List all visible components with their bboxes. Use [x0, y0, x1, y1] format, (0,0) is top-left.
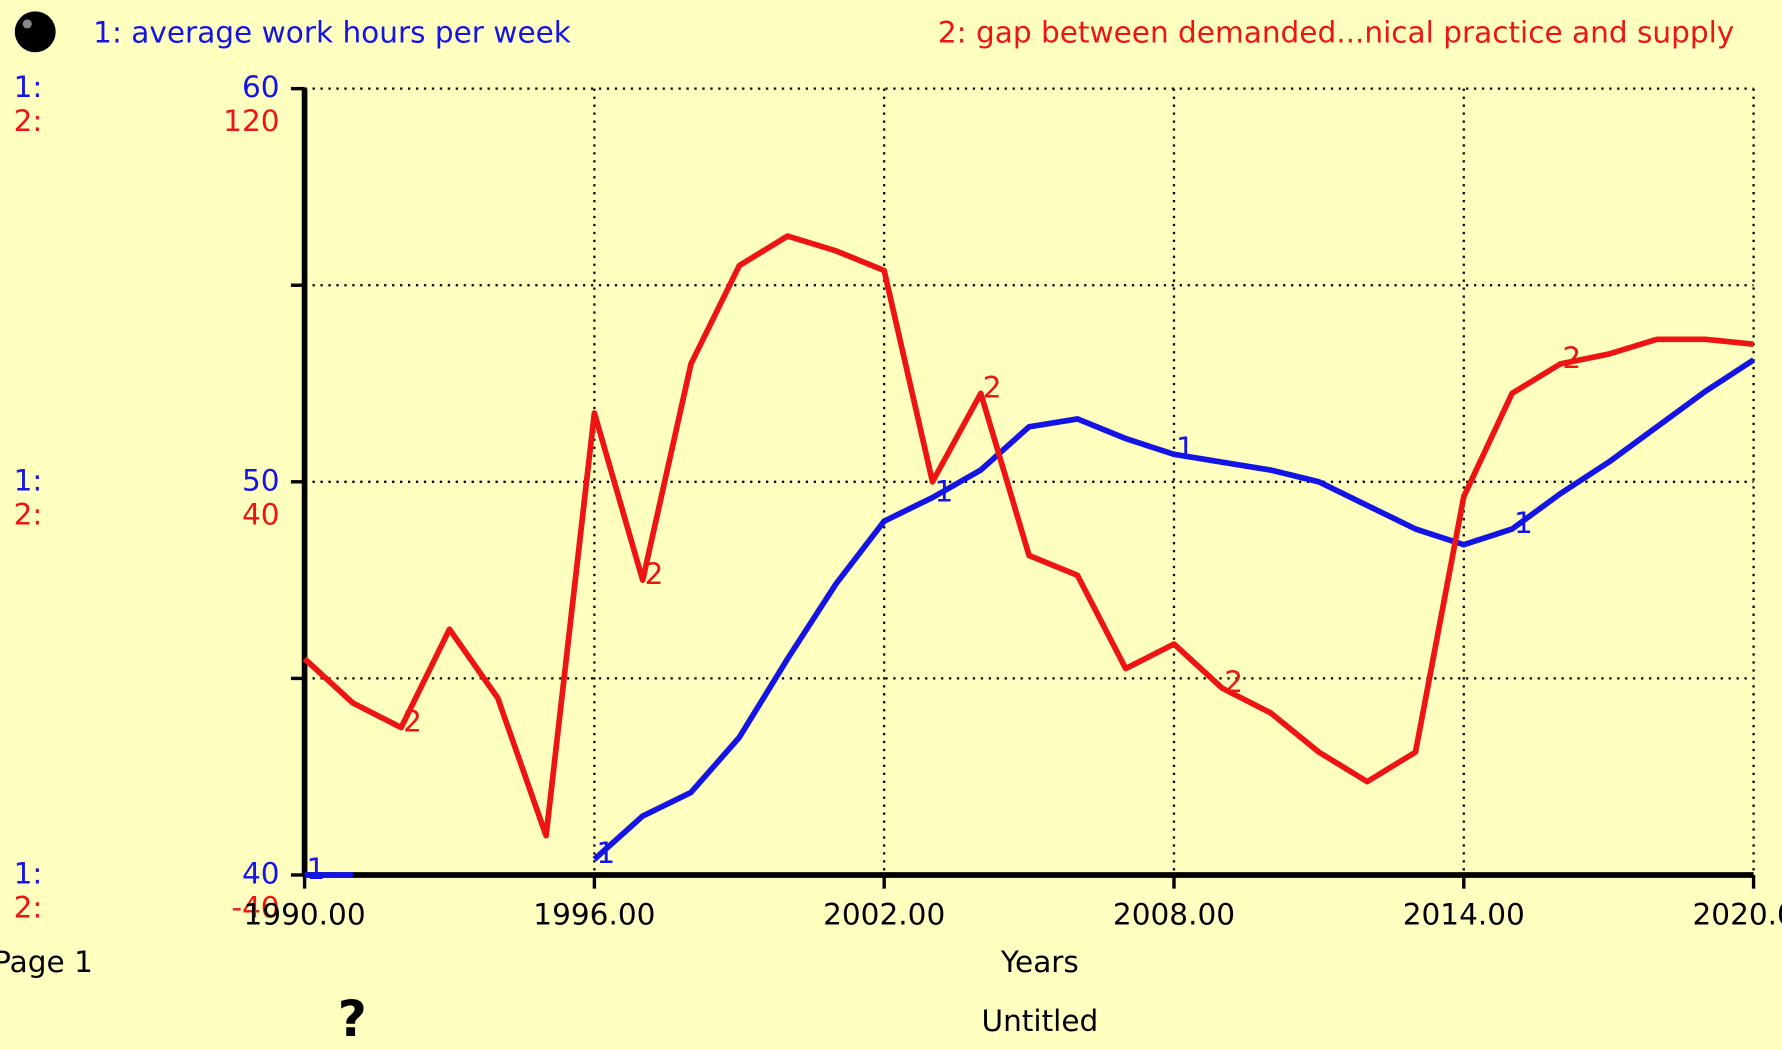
x-tick-label: 1990.00: [244, 897, 366, 931]
legend-entry[interactable]: 1: average work hours per week: [93, 16, 572, 50]
y2-tick-label: 120: [223, 104, 279, 138]
y2-tick-label: 40: [242, 497, 280, 531]
y2-tick-label: -40: [231, 891, 279, 925]
page-label[interactable]: Page 1: [0, 945, 93, 979]
series-line: [304, 357, 1756, 878]
series-line: [302, 233, 1754, 839]
axis-prefix: 1:: [14, 857, 43, 891]
series-marker: 1: [596, 836, 615, 870]
axis-prefix: 2:: [14, 497, 43, 531]
series-marker: 2: [1562, 341, 1581, 375]
x-tick-label: 2008.00: [1113, 897, 1235, 931]
legend-icon[interactable]: [14, 11, 56, 53]
series-marker: 1: [934, 475, 953, 509]
y-tick-label: 50: [242, 463, 280, 497]
axis-prefix: 1:: [14, 463, 43, 497]
axis-prefix: 2:: [14, 891, 43, 925]
series-marker: 2: [1224, 665, 1243, 699]
axis-prefix: 1:: [14, 70, 43, 104]
series-marker: 1: [307, 852, 326, 886]
legend-entry[interactable]: 2: gap between demanded...nical practice…: [938, 16, 1734, 50]
series-marker: 1: [1514, 506, 1533, 540]
y-tick-label: 60: [242, 70, 280, 104]
footer-title: Untitled: [981, 1004, 1098, 1038]
x-tick-label: 2014.00: [1403, 897, 1525, 931]
series-marker: 2: [403, 705, 422, 739]
help-button[interactable]: ?: [338, 990, 367, 1048]
series-marker: 2: [645, 557, 664, 591]
x-tick-label: 1996.00: [533, 897, 655, 931]
x-tick-label: 2020.00: [1693, 897, 1782, 931]
x-tick-label: 2002.00: [823, 897, 945, 931]
legend-icon-shine: [22, 19, 32, 29]
series-marker: 2: [983, 370, 1002, 404]
axis-prefix: 2:: [14, 104, 43, 138]
y-tick-label: 40: [242, 857, 280, 891]
x-axis-label: Years: [1000, 945, 1079, 979]
series-marker: 1: [1176, 431, 1195, 465]
